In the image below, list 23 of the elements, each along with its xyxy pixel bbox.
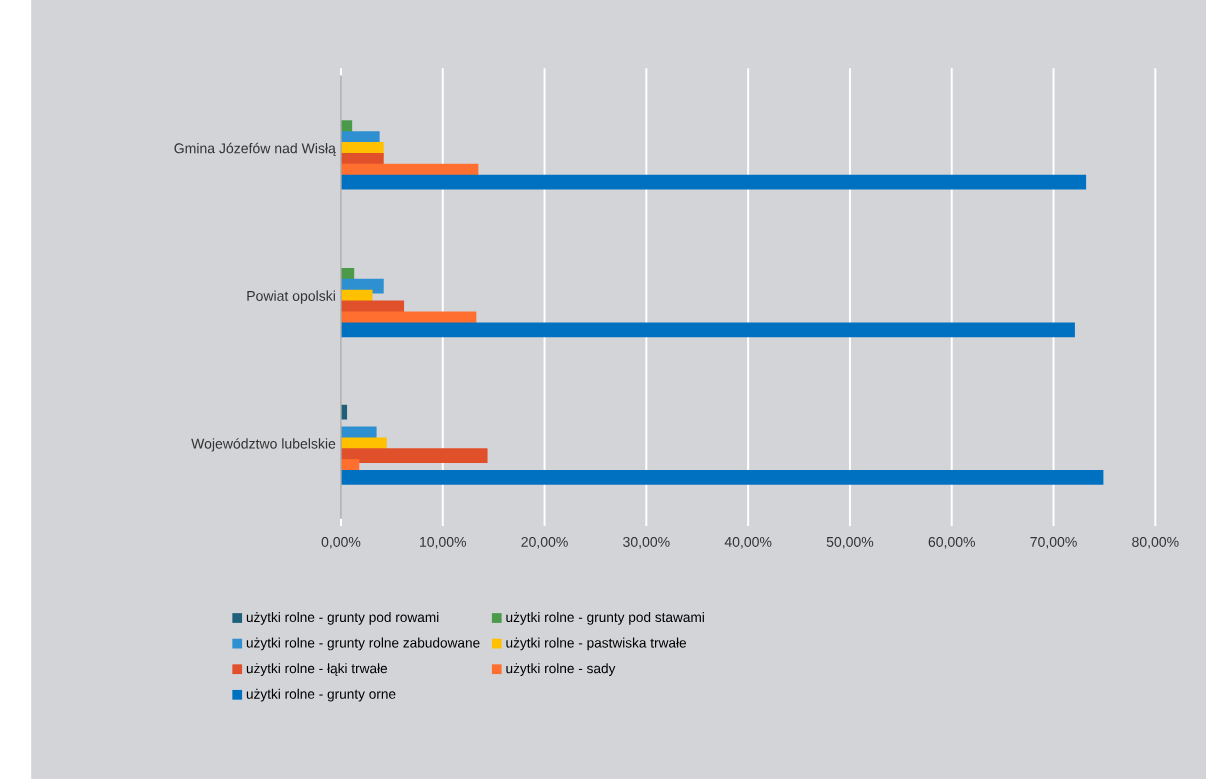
legend-label: użytki rolne - łąki trwałe <box>246 663 388 676</box>
x-tick-label: 20,00% <box>521 536 568 549</box>
bar <box>340 469 1104 485</box>
legend-label: użytki rolne - sady <box>506 663 616 676</box>
bar <box>340 448 488 463</box>
legend-label: użytki rolne - grunty pod rowami <box>246 611 439 625</box>
x-tick-label: 60,00% <box>928 536 976 549</box>
x-tick-label: 50,00% <box>826 536 874 549</box>
legend-label: użytki rolne - pastwiska trwałe <box>506 637 687 651</box>
bar <box>340 322 1075 338</box>
y-tick-label: Gmina Józefów nad Wisłą <box>174 142 336 156</box>
x-tick-label: 30,00% <box>623 536 670 549</box>
x-tick-label: 40,00% <box>724 536 772 549</box>
bar <box>340 174 1087 190</box>
y-tick-label: Województwo lubelskie <box>191 438 336 452</box>
legend-label: użytki rolne - grunty orne <box>246 688 396 702</box>
x-tick-label: 70,00% <box>1030 536 1077 549</box>
x-tick-label: 80,00% <box>1132 536 1179 549</box>
x-tick-label: 10,00% <box>420 536 467 549</box>
y-tick-label: Powiat opolski <box>247 290 335 304</box>
x-tick-label: 0,00% <box>321 536 361 549</box>
legend-label: użytki rolne - grunty pod stawami <box>506 611 704 625</box>
legend-label: użytki rolne - grunty rolne zabudowane <box>246 637 480 651</box>
